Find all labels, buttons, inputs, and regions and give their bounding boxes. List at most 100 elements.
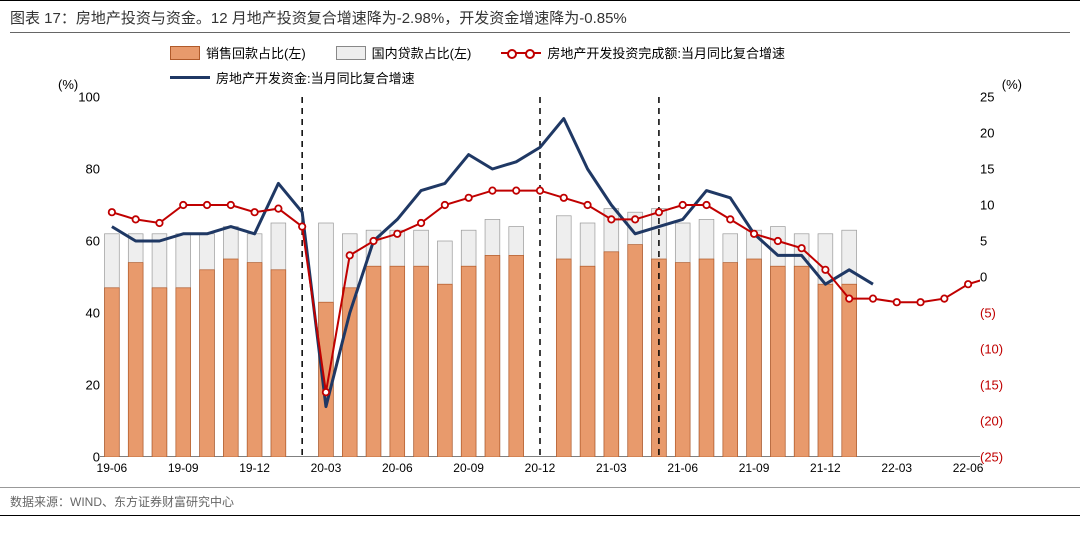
x-tick: 22-06 (953, 461, 984, 475)
legend: 销售回款占比(左) 国内贷款占比(左) 房地产开发投资完成额:当月同比复合增速 … (170, 43, 980, 87)
y-axis-left: 020406080100 (50, 97, 100, 457)
marker-red (109, 209, 115, 215)
marker-red (703, 202, 709, 208)
x-tick: 21-03 (596, 461, 627, 475)
x-tick: 22-03 (881, 461, 912, 475)
marker-red (608, 216, 614, 222)
x-tick: 20-06 (382, 461, 413, 475)
marker-red (275, 205, 281, 211)
bar-sales (176, 288, 191, 457)
marker-red (656, 209, 662, 215)
x-axis: 19-06 19-09 19-12 20-03 20-06 20-09 20-12 21-03… (100, 461, 980, 479)
chart-svg (100, 97, 980, 457)
bar-sales (152, 288, 167, 457)
bar-sales (200, 270, 215, 457)
bar-sales (794, 266, 809, 457)
bar-sales (223, 259, 238, 457)
legend-item-sales: 销售回款占比(左) (170, 43, 306, 62)
bar-sales (580, 266, 595, 457)
bar-sales (485, 255, 500, 457)
plot-area (100, 97, 980, 457)
bar-sales (818, 284, 833, 457)
marker-red (489, 187, 495, 193)
legend-swatch-blue (170, 76, 210, 79)
marker-red (251, 209, 257, 215)
marker-red (465, 195, 471, 201)
x-tick: 21-12 (810, 461, 841, 475)
marker-red (180, 202, 186, 208)
x-tick: 19-09 (168, 461, 199, 475)
y-right-tick: 5 (980, 234, 1030, 249)
bar-sales (628, 245, 643, 457)
bar-sales (366, 266, 381, 457)
legend-label: 国内贷款占比(左) (372, 43, 472, 62)
marker-red (513, 187, 519, 193)
y-left-tick: 40 (50, 306, 100, 321)
y-right-tick: 20 (980, 126, 1030, 141)
legend-item-loan: 国内贷款占比(左) (336, 43, 472, 62)
marker-red (561, 195, 567, 201)
bar-sales (461, 266, 476, 457)
bar-sales (509, 255, 524, 457)
bar-sales (247, 263, 262, 457)
marker-red (894, 299, 900, 305)
y-left-tick: 80 (50, 162, 100, 177)
marker-red (584, 202, 590, 208)
y-axis-right: 2520151050(5)(10)(15)(20)(25) (980, 97, 1030, 457)
bar-sales (842, 284, 857, 457)
bar-sales (604, 252, 619, 457)
marker-red (299, 223, 305, 229)
legend-item-blue: 房地产开发资金:当月同比复合增速 (170, 68, 415, 87)
marker-red (370, 238, 376, 244)
marker-red (632, 216, 638, 222)
marker-red (798, 245, 804, 251)
legend-swatch-loan (336, 46, 366, 60)
y-right-tick: (20) (980, 414, 1030, 429)
marker-red (941, 295, 947, 301)
marker-red (418, 220, 424, 226)
y-right-tick: (15) (980, 378, 1030, 393)
x-tick: 21-06 (667, 461, 698, 475)
legend-label: 房地产开发投资完成额:当月同比复合增速 (547, 43, 785, 62)
marker-red (156, 220, 162, 226)
x-tick: 19-06 (97, 461, 128, 475)
marker-red (870, 295, 876, 301)
marker-red (680, 202, 686, 208)
bar-sales (128, 263, 143, 457)
marker-red (537, 187, 543, 193)
y-right-tick: 25 (980, 90, 1030, 105)
marker-red (132, 216, 138, 222)
y-right-tick: 10 (980, 198, 1030, 213)
source-citation: 数据来源：WIND、东方证券财富研究中心 (0, 487, 1080, 516)
legend-swatch-red (501, 52, 541, 54)
y-right-tick: (5) (980, 306, 1030, 321)
x-tick: 20-09 (453, 461, 484, 475)
y-left-tick: 20 (50, 378, 100, 393)
marker-red (846, 295, 852, 301)
legend-item-red: 房地产开发投资完成额:当月同比复合增速 (501, 43, 785, 62)
title-underline (10, 32, 1070, 33)
bar-sales (699, 259, 714, 457)
marker-red (727, 216, 733, 222)
y-left-tick: 60 (50, 234, 100, 249)
bar-sales (105, 288, 120, 457)
legend-label: 销售回款占比(左) (206, 43, 306, 62)
marker-red (822, 267, 828, 273)
x-tick: 20-03 (311, 461, 342, 475)
marker-red (347, 252, 353, 258)
x-tick: 21-09 (739, 461, 770, 475)
y-right-tick: 0 (980, 270, 1030, 285)
chart-figure: 图表 17：房地产投资与资金。12 月地产投资复合增速降为-2.98%，开发资金… (0, 0, 1080, 560)
bar-sales (414, 266, 429, 457)
marker-red (751, 231, 757, 237)
bar-sales (319, 302, 334, 457)
marker-red (965, 281, 971, 287)
bar-sales (271, 270, 286, 457)
bar-sales (675, 263, 690, 457)
y-right-tick: 15 (980, 162, 1030, 177)
y-left-tick: 0 (50, 450, 100, 465)
x-tick: 19-12 (239, 461, 270, 475)
y-right-tick: (25) (980, 450, 1030, 465)
marker-red (394, 231, 400, 237)
x-tick: 20-12 (525, 461, 556, 475)
